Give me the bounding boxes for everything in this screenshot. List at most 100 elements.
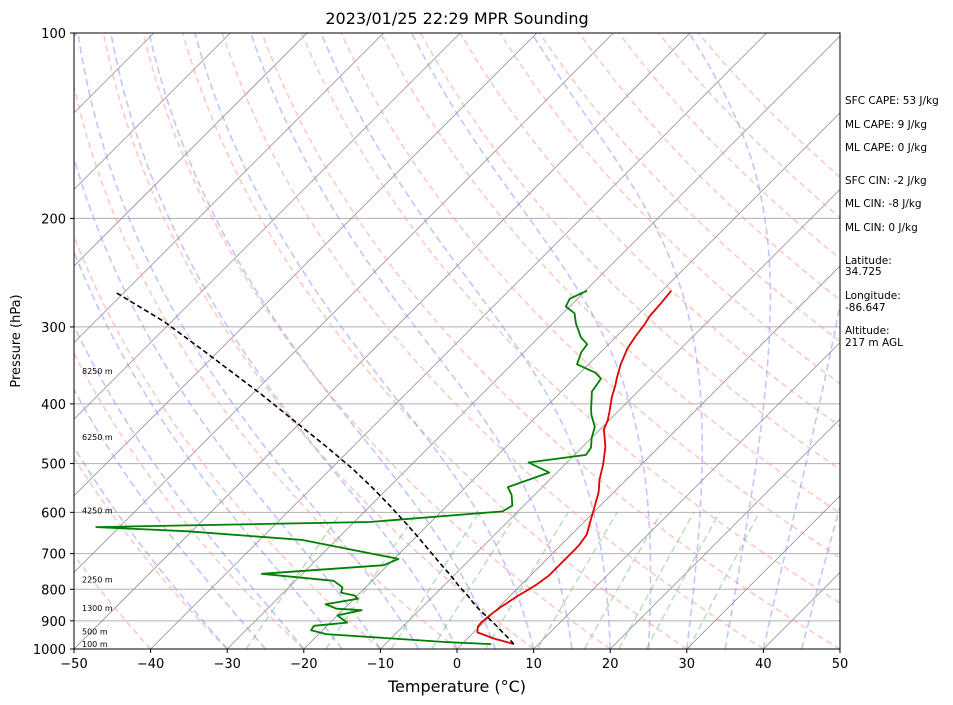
ml-cape-text: ML CAPE: 9 J/kg [845, 119, 927, 131]
x-tick-label: −40 [137, 657, 164, 672]
altitude-value: 217 m AGL [845, 337, 903, 349]
moist-adiabat-line [77, 33, 420, 649]
dry-adiabat-line [74, 351, 305, 649]
moist-adiabat-line [800, 504, 840, 649]
height-label: 8250 m [82, 367, 113, 376]
isotherm-line [303, 112, 840, 649]
isotherm-line [150, 33, 767, 649]
dewpoint-profile [95, 289, 602, 645]
y-tick-label: 100 [41, 27, 66, 42]
ml-cin-text: ML CIN: -8 J/kg [845, 198, 922, 210]
longitude-label: Longitude: [845, 290, 901, 302]
moist-adiabat-line [410, 33, 652, 649]
y-tick-label: 900 [41, 615, 66, 630]
isotherm-line [609, 418, 840, 649]
sfc-cape-text: SFC CAPE: 53 J/kg [845, 95, 939, 107]
background-lines [0, 33, 840, 649]
x-axis-ticks: −50 −40 −30 −20 −10 0 10 20 30 40 50 [60, 649, 848, 672]
longitude-value: -86.647 [845, 302, 886, 314]
isotherm-line [686, 495, 840, 649]
x-tick-label: 0 [453, 657, 461, 672]
height-label: 2250 m [82, 576, 113, 585]
height-label: 6250 m [82, 433, 113, 442]
mixing-ratio-line [325, 511, 418, 649]
dry-adiabat-line [74, 456, 228, 649]
moist-adiabat-line [74, 445, 228, 649]
isotherm-line [456, 265, 840, 649]
x-axis-label: Temperature (°C) [387, 677, 526, 696]
isotherm-line [74, 33, 691, 649]
isotherm-line [380, 188, 840, 649]
x-tick-label: 20 [602, 657, 619, 672]
y-tick-label: 200 [41, 212, 66, 227]
height-labels: 8250 m 6250 m 4250 m 2250 m 1300 m 500 m 100 m [82, 367, 113, 649]
mixing-ratio-line [583, 511, 663, 649]
y-axis-label: Pressure (hPa) [9, 294, 24, 387]
y-tick-label: 1000 [33, 643, 66, 658]
dry-adiabat-line [261, 33, 840, 649]
isotherm-line [74, 33, 538, 497]
temperature-profile [476, 290, 672, 645]
isotherm-line [74, 33, 384, 344]
x-tick-label: 10 [525, 657, 542, 672]
mixing-ratio-line [688, 511, 761, 649]
x-tick-label: −30 [213, 657, 240, 672]
ml-cin-text-2: ML CIN: 0 J/kg [845, 222, 918, 234]
height-label: 4250 m [82, 507, 113, 516]
x-tick-label: 30 [679, 657, 696, 672]
isotherm-line [74, 33, 614, 573]
y-axis-ticks: 100 200 300 400 500 600 700 800 900 1000 [33, 27, 74, 658]
mixing-ratio-line [484, 511, 569, 649]
mixing-ratio-line [431, 511, 519, 649]
profile-lines [95, 289, 672, 645]
x-tick-label: −50 [60, 657, 87, 672]
moist-adiabat-line [74, 249, 343, 649]
y-tick-label: 300 [41, 321, 66, 336]
mixing-ratio-line [618, 511, 695, 649]
x-tick-label: 50 [832, 657, 849, 672]
chart-title: 2023/01/25 22:29 MPR Sounding [325, 9, 588, 28]
isotherm-line [226, 35, 840, 649]
mixing-ratio-line [536, 511, 618, 649]
ml-cape-text-2: ML CAPE: 0 J/kg [845, 142, 927, 154]
dry-adiabat-line [300, 33, 840, 604]
mixing-ratio-line [645, 511, 721, 649]
mixing-ratio-line [245, 511, 342, 649]
isotherm-line [74, 33, 461, 420]
y-tick-label: 700 [41, 548, 66, 563]
moist-adiabat-line [74, 155, 382, 649]
dry-adiabat-line [74, 233, 381, 649]
dry-adiabat-line [181, 33, 688, 649]
dry-adiabat-line [102, 33, 535, 649]
y-tick-label: 600 [41, 506, 66, 521]
latitude-label: Latitude: [845, 255, 892, 267]
altitude-label: Altitude: [845, 325, 890, 337]
moist-adiabat-line [762, 300, 840, 649]
moist-adiabat-line [74, 323, 305, 649]
latitude-value: 34.725 [845, 266, 882, 278]
moist-adiabat-line [110, 33, 458, 649]
dry-adiabat-line [578, 33, 840, 301]
dry-adiabat-line [538, 33, 840, 343]
side-panel: SFC CAPE: 53 J/kg ML CAPE: 9 J/kg ML CAP… [845, 95, 939, 349]
isotherm-line [74, 33, 308, 267]
y-tick-label: 400 [41, 398, 66, 413]
y-tick-label: 800 [41, 583, 66, 598]
height-label: 100 m [82, 640, 108, 649]
moist-adiabat-line [194, 33, 535, 649]
moist-adiabat-line [688, 33, 772, 649]
dry-adiabat-line [221, 33, 764, 649]
height-label: 1300 m [82, 604, 113, 613]
parcel-profile [115, 292, 515, 645]
isotherm-line [0, 33, 1, 649]
x-tick-label: −20 [290, 657, 317, 672]
moist-adiabat-line [530, 33, 704, 649]
dry-adiabat-line [74, 82, 458, 649]
plot-frame [73, 32, 841, 650]
y-tick-label: 500 [41, 458, 66, 473]
x-tick-label: 40 [755, 657, 772, 672]
dry-adiabat-line [142, 33, 611, 649]
isotherm-line [533, 342, 840, 649]
moist-adiabat-line [148, 33, 497, 649]
